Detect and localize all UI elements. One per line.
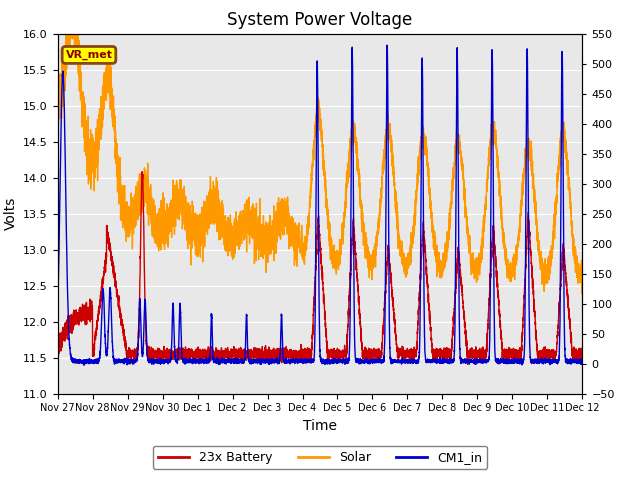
Solar bbox=[176, 186, 184, 192]
Line: 23x Battery: 23x Battery bbox=[58, 172, 582, 364]
Solar bbox=[289, 228, 297, 234]
CM1_in bbox=[383, 42, 391, 48]
CM1_in bbox=[181, 357, 189, 362]
CM1_in bbox=[579, 359, 586, 364]
CM1_in bbox=[80, 362, 88, 368]
Solar bbox=[179, 226, 186, 232]
Y-axis label: Volts: Volts bbox=[4, 197, 17, 230]
23x Battery bbox=[289, 358, 297, 363]
CM1_in bbox=[176, 309, 184, 315]
CM1_in bbox=[54, 359, 61, 364]
CM1_in bbox=[575, 360, 582, 365]
CM1_in bbox=[179, 355, 186, 361]
Legend: 23x Battery, Solar, CM1_in: 23x Battery, Solar, CM1_in bbox=[153, 446, 487, 469]
23x Battery bbox=[575, 350, 582, 356]
23x Battery bbox=[138, 169, 146, 175]
Text: VR_met: VR_met bbox=[65, 50, 113, 60]
Solar bbox=[252, 230, 259, 236]
Solar bbox=[579, 267, 586, 273]
23x Battery bbox=[176, 346, 184, 351]
Solar bbox=[575, 274, 582, 279]
Line: CM1_in: CM1_in bbox=[58, 45, 582, 365]
Solar bbox=[579, 291, 586, 297]
CM1_in bbox=[289, 358, 297, 364]
23x Battery bbox=[579, 356, 586, 361]
Solar bbox=[62, 31, 70, 36]
Line: Solar: Solar bbox=[58, 34, 582, 294]
23x Battery bbox=[181, 349, 189, 355]
CM1_in bbox=[252, 360, 259, 366]
23x Battery bbox=[252, 352, 259, 358]
X-axis label: Time: Time bbox=[303, 419, 337, 433]
23x Battery bbox=[179, 347, 186, 353]
Title: System Power Voltage: System Power Voltage bbox=[227, 11, 413, 29]
Solar bbox=[181, 213, 189, 219]
Solar bbox=[54, 73, 61, 79]
23x Battery bbox=[54, 350, 61, 356]
23x Battery bbox=[464, 361, 472, 367]
